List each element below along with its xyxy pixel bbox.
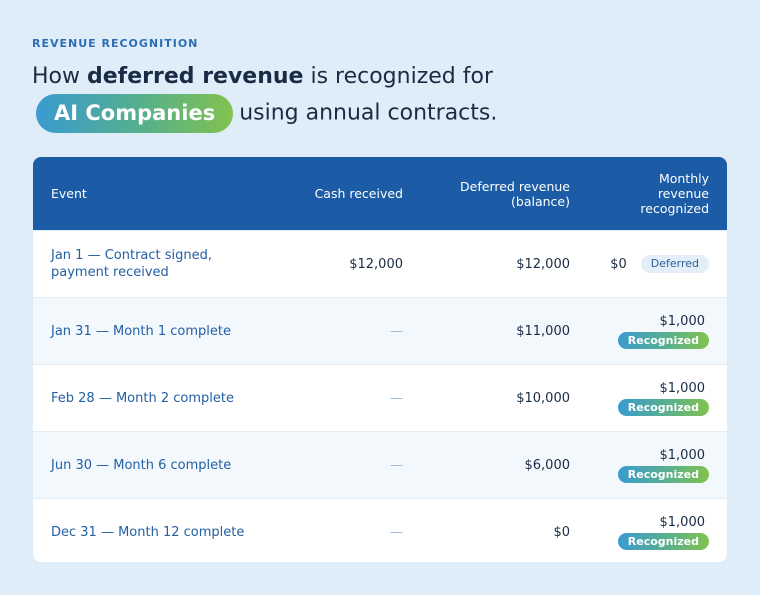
table-row: Jan 1 — Contract signed, payment receive… <box>33 230 727 297</box>
deferred-cell: $12,000 <box>516 256 570 272</box>
table-row: Feb 28 — Month 2 complete — $10,000 $1,0… <box>33 364 727 431</box>
headline-prefix: How <box>32 64 87 89</box>
status-badge: Recognized <box>617 533 709 550</box>
monthly-amount: $0 <box>610 256 627 272</box>
monthly-amount: $1,000 <box>659 448 706 463</box>
status-badge: Recognized <box>617 332 709 349</box>
status-badge: Deferred <box>640 255 709 273</box>
headline-emphasis: deferred revenue <box>87 64 304 89</box>
status-badge: Recognized <box>617 399 709 416</box>
monthly-cell: $1,000 Recognized <box>617 499 709 562</box>
cash-cell: $12,000 <box>349 256 403 272</box>
column-header-monthly: Monthly revenue recognized <box>640 171 709 216</box>
monthly-cell: $1,000 Recognized <box>617 432 709 498</box>
table-header: Event Cash received Deferred revenue (ba… <box>33 157 727 230</box>
table-row: Jan 31 — Month 1 complete — $11,000 $1,0… <box>33 297 727 364</box>
event-cell: Jan 1 — Contract signed, payment receive… <box>51 248 213 280</box>
headline: How deferred revenue is recognized for A… <box>32 60 592 133</box>
deferred-cell: $0 <box>553 524 570 540</box>
eyebrow-label: REVENUE RECOGNITION <box>32 37 199 50</box>
monthly-cell: $0 Deferred <box>610 231 709 297</box>
monthly-cell: $1,000 Recognized <box>617 298 709 364</box>
cash-cell: — <box>390 524 403 540</box>
monthly-cell: $1,000 Recognized <box>617 365 709 431</box>
headline-suffix: using annual contracts. <box>239 100 498 126</box>
headline-middle: is recognized for <box>303 64 493 89</box>
revenue-table: Event Cash received Deferred revenue (ba… <box>33 157 727 562</box>
deferred-cell: $10,000 <box>516 390 570 406</box>
table-row: Dec 31 — Month 12 complete — $0 $1,000 R… <box>33 498 727 562</box>
event-cell: Jun 30 — Month 6 complete <box>51 457 232 473</box>
column-header-event: Event <box>51 186 87 201</box>
cash-cell: — <box>390 390 403 406</box>
column-header-cash: Cash received <box>314 186 403 201</box>
cash-cell: — <box>390 457 403 473</box>
event-cell: Dec 31 — Month 12 complete <box>51 524 245 540</box>
monthly-amount: $1,000 <box>659 381 706 396</box>
event-cell: Jan 31 — Month 1 complete <box>51 323 231 339</box>
deferred-cell: $6,000 <box>524 457 571 473</box>
deferred-cell: $11,000 <box>516 323 570 339</box>
cash-cell: — <box>390 323 403 339</box>
status-badge: Recognized <box>617 466 709 483</box>
monthly-amount: $1,000 <box>659 314 706 329</box>
table-row: Jun 30 — Month 6 complete — $6,000 $1,00… <box>33 431 727 498</box>
event-cell: Feb 28 — Month 2 complete <box>51 390 234 406</box>
column-header-deferred: Deferred revenue (balance) <box>460 178 570 209</box>
ai-companies-pill: AI Companies <box>36 94 234 133</box>
monthly-amount: $1,000 <box>659 515 706 530</box>
